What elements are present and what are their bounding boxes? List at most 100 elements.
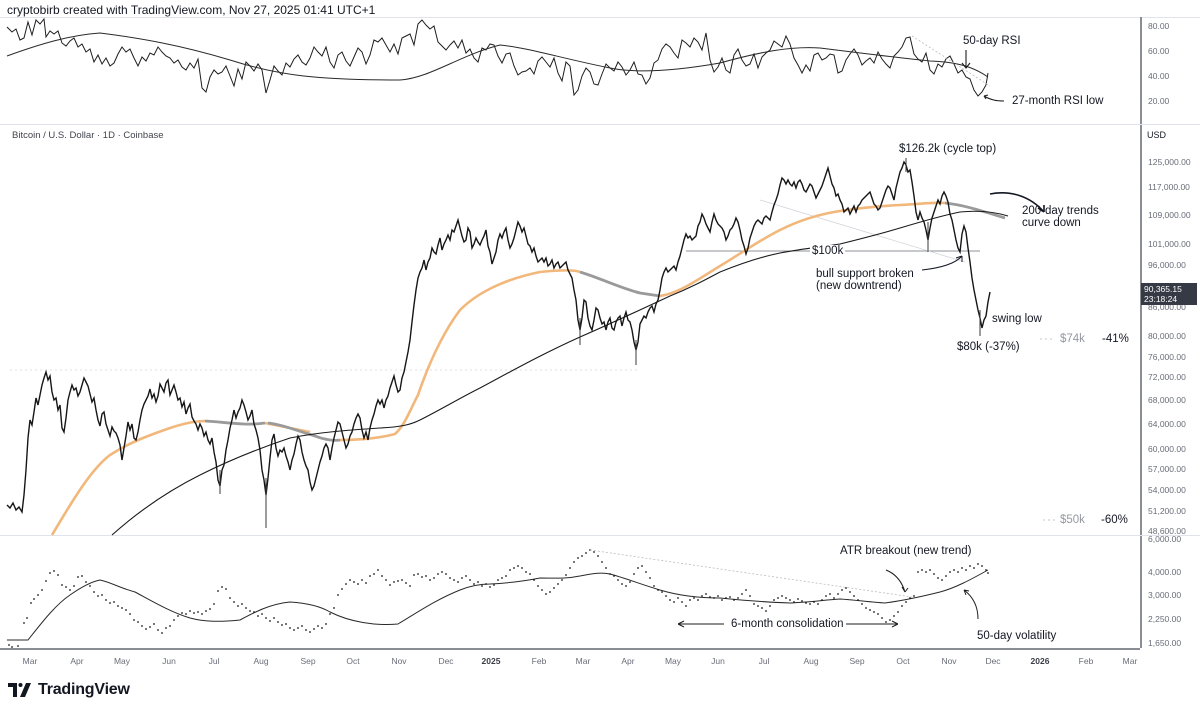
annotation-50k-percent: -60% <box>1101 514 1128 526</box>
atr-tick: 4,000.00 <box>1148 567 1182 577</box>
price-tick: 76,000.00 <box>1148 352 1186 362</box>
rsi-50day-arrow-icon <box>961 50 971 69</box>
last-price-tag: 90,365.15 23:18:24 <box>1141 283 1197 305</box>
sma-50-declining-segments <box>204 201 1006 442</box>
rsi-trend-line <box>911 35 991 87</box>
time-label: Jun <box>711 656 725 666</box>
price-tick: 117,000.00 <box>1148 182 1190 192</box>
tradingview-logo[interactable]: TradingView <box>8 681 130 699</box>
time-label: Jun <box>162 656 176 666</box>
chart-attribution: cryptobirb created with TradingView.com,… <box>7 3 376 17</box>
atr-tick: 6,000.00 <box>1148 534 1182 544</box>
price-tick: 96,000.00 <box>1148 260 1186 270</box>
rsi-low-arrow-icon <box>983 94 1005 102</box>
price-tick: 51,200.00 <box>1148 506 1186 516</box>
price-tick: 86,000.00 <box>1148 302 1186 312</box>
time-label: Feb <box>531 656 547 666</box>
currency-label[interactable]: USD <box>1144 128 1170 142</box>
time-label: Apr <box>70 656 84 666</box>
annotation-cycle-top: $126.2k (cycle top) <box>899 143 997 155</box>
time-label: May <box>113 656 131 666</box>
annotation-volatility: 50-day volatility <box>977 630 1057 642</box>
price-tick: 54,000.00 <box>1148 485 1186 495</box>
annotation-100k: $100k <box>810 245 846 258</box>
bull-support-arrow-icon <box>921 255 963 271</box>
annotation-swing-low: swing low <box>992 313 1042 325</box>
time-label: Mar <box>1122 656 1138 666</box>
atr-tick: 2,250.00 <box>1148 614 1182 624</box>
btc-price-series <box>6 160 991 515</box>
time-label: Oct <box>896 656 910 666</box>
rsi-pane-top-border <box>0 17 1200 18</box>
price-wicks <box>219 158 981 528</box>
atr-tick: 3,000.00 <box>1148 590 1182 600</box>
annotation-bull-support: bull support broken <box>816 268 914 280</box>
annotation-200day-trends: 200-day trends <box>1022 205 1099 217</box>
rsi-tick: 40.00 <box>1148 71 1170 81</box>
symbol-title[interactable]: Bitcoin / U.S. Dollar · 1D · Coinbase <box>12 130 164 141</box>
price-atr-divider[interactable] <box>0 535 1200 536</box>
atr-volatility-line <box>7 569 989 641</box>
atr-price-scale[interactable]: 6,000.00 4,000.00 3,000.00 2,250.00 1,65… <box>1140 534 1200 648</box>
annotation-rsi-low: 27-month RSI low <box>1012 95 1104 107</box>
time-axis[interactable]: Mar Apr May Jun Jul Aug Sep Oct Nov Dec … <box>0 648 1140 672</box>
price-tick: 64,000.00 <box>1148 419 1186 429</box>
time-label: Apr <box>621 656 635 666</box>
trends-down-arrow-icon <box>989 192 1045 213</box>
consolidation-range-arrow-icon <box>677 620 899 628</box>
annotation-80k-low: $80k (-37%) <box>957 341 1020 353</box>
annotation-consolidation: 6-month consolidation <box>731 618 844 630</box>
rsi-line <box>6 17 989 97</box>
rsi-tick: 20.00 <box>1148 96 1170 106</box>
time-label-year: 2026 <box>1030 656 1050 666</box>
atr-dots <box>8 549 989 648</box>
time-label: Sep <box>849 656 865 666</box>
time-label: Oct <box>346 656 360 666</box>
price-tick: 109,000.00 <box>1148 210 1191 220</box>
annotation-74k-percent: -41% <box>1102 333 1129 345</box>
atr-breakout-arrow-icon <box>885 569 909 593</box>
time-label: Aug <box>803 656 819 666</box>
time-label: Dec <box>438 656 454 666</box>
annotation-new-downtrend: (new downtrend) <box>816 280 902 292</box>
annotation-74k-target: $74k <box>1060 333 1085 345</box>
price-tick: 72,000.00 <box>1148 372 1186 382</box>
time-label: Feb <box>1078 656 1094 666</box>
time-label: Nov <box>391 656 407 666</box>
time-label: Jul <box>208 656 220 666</box>
time-label: May <box>664 656 682 666</box>
price-tick: 80,000.00 <box>1148 331 1186 341</box>
bar-countdown: 23:18:24 <box>1144 294 1178 304</box>
time-label: Mar <box>22 656 38 666</box>
volatility-arrow-icon <box>963 589 979 620</box>
annotation-atr-breakout: ATR breakout (new trend) <box>840 545 972 557</box>
price-tick: 60,000.00 <box>1148 444 1186 454</box>
tradingview-mark-icon <box>8 683 31 697</box>
price-tick: 125,000.00 <box>1148 157 1191 167</box>
time-label: Dec <box>985 656 1001 666</box>
rsi-tick: 60.00 <box>1148 46 1170 56</box>
time-label: Aug <box>253 656 269 666</box>
price-tick: 48,600.00 <box>1148 526 1186 536</box>
last-price-value: 90,365.15 <box>1144 284 1182 294</box>
rsi-price-divider[interactable] <box>0 124 1200 125</box>
trendline-faint <box>759 199 966 263</box>
annotation-curve-down: curve down <box>1022 217 1081 229</box>
time-label: Sep <box>300 656 316 666</box>
time-label-year: 2025 <box>481 656 501 666</box>
annotation-50day-rsi: 50-day RSI <box>963 35 1021 47</box>
price-scale[interactable]: 125,000.00 117,000.00 109,000.00 101,000… <box>1140 125 1200 536</box>
tradingview-wordmark: TradingView <box>38 681 130 698</box>
time-label: Mar <box>575 656 591 666</box>
rsi-price-scale[interactable]: 80.00 60.00 40.00 20.00 <box>1140 17 1200 124</box>
time-label: Jul <box>758 656 770 666</box>
atr-tick: 1,650.00 <box>1148 638 1182 648</box>
annotation-50k-target: $50k <box>1060 514 1085 526</box>
rsi-tick: 80.00 <box>1148 21 1170 31</box>
price-tick: 57,000.00 <box>1148 464 1186 474</box>
rsi-50day-average <box>6 32 989 81</box>
sma-200-line <box>111 210 1009 536</box>
price-tick: 68,000.00 <box>1148 395 1186 405</box>
price-tick: 101,000.00 <box>1148 239 1191 249</box>
time-label: Nov <box>941 656 957 666</box>
